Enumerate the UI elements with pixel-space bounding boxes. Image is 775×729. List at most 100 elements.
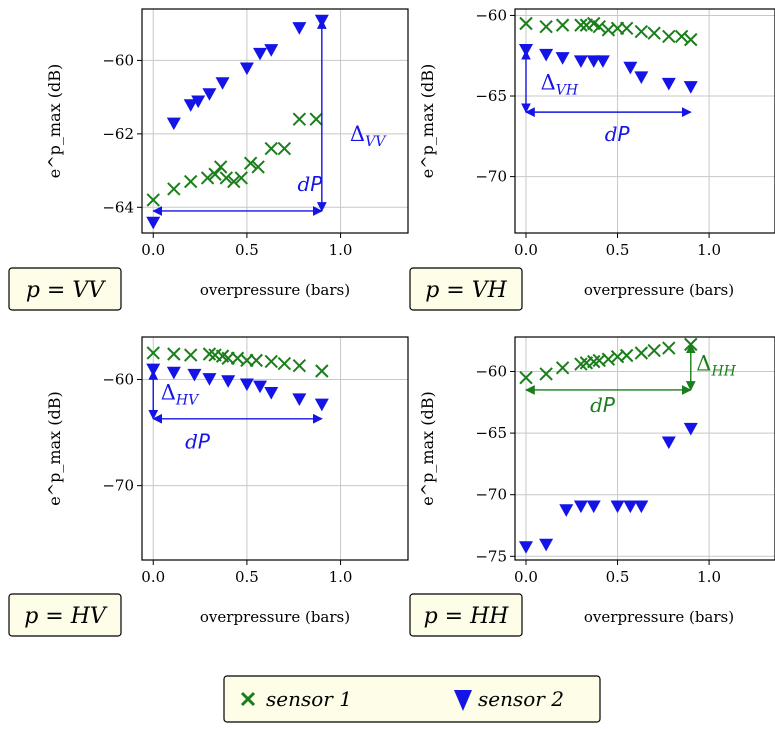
sensor2-point bbox=[623, 61, 638, 75]
sensor2-point bbox=[539, 538, 554, 552]
sensor1-point bbox=[243, 156, 258, 170]
x-tick-label: 1.0 bbox=[697, 568, 721, 586]
x-tick-label: 1.0 bbox=[329, 568, 353, 586]
x-axis-label: overpressure (bars) bbox=[584, 608, 734, 626]
axes-frame bbox=[514, 8, 775, 234]
y-tick-label: −60 bbox=[102, 51, 134, 69]
x-tick-label: 0.5 bbox=[606, 241, 630, 259]
sensor2-point bbox=[634, 71, 649, 85]
sensor2-point bbox=[191, 95, 206, 109]
sensor1-point bbox=[227, 174, 241, 189]
x-tick-label: 1.0 bbox=[697, 241, 721, 259]
data-layer bbox=[518, 16, 698, 94]
dp-label: dP bbox=[590, 393, 616, 417]
sensor2-point bbox=[166, 366, 181, 380]
sensor2-point bbox=[202, 88, 217, 101]
sensor1-point bbox=[309, 112, 323, 126]
x-axis-label: overpressure (bars) bbox=[584, 281, 734, 299]
legend-box bbox=[223, 675, 601, 723]
x-tick-label: 0.0 bbox=[141, 568, 165, 586]
x-tick-label: 0.0 bbox=[514, 568, 538, 586]
dp-label: dP bbox=[185, 430, 211, 454]
sensor2-point bbox=[559, 504, 574, 517]
y-tick-label: −64 bbox=[102, 198, 134, 216]
legend-marker-sensor2 bbox=[454, 690, 472, 711]
sensor1-point bbox=[208, 167, 222, 181]
sensor2-point bbox=[239, 62, 254, 76]
sensor1-point bbox=[574, 18, 588, 32]
legend-label-sensor2: sensor 2 bbox=[478, 687, 564, 711]
y-tick-label: −70 bbox=[475, 168, 507, 186]
x-tick-label: 0.0 bbox=[514, 241, 538, 259]
sensor2-point bbox=[146, 216, 161, 230]
delta-label: ΔHV bbox=[161, 381, 200, 409]
sensor2-point bbox=[683, 422, 698, 436]
delta-label: ΔVV bbox=[350, 122, 387, 150]
y-tick-label: −60 bbox=[102, 370, 134, 388]
sensor1-point bbox=[264, 141, 278, 156]
sensor2-point bbox=[292, 393, 307, 406]
polarization-label: p = VV bbox=[26, 278, 106, 303]
sensor2-point bbox=[166, 117, 181, 131]
data-layer bbox=[146, 346, 329, 412]
sensor1-point bbox=[234, 171, 248, 185]
sensor1-point bbox=[647, 26, 661, 40]
sensor2-point bbox=[239, 378, 254, 392]
sensor2-point bbox=[610, 500, 625, 514]
sensor1-point bbox=[292, 112, 307, 126]
x-tick-label: 0.0 bbox=[141, 241, 165, 259]
dp-label: dP bbox=[605, 122, 631, 146]
x-axis-label: overpressure (bars) bbox=[200, 608, 350, 626]
sensor2-point bbox=[264, 44, 279, 57]
sensor1-point bbox=[539, 367, 553, 381]
sensor2-point bbox=[634, 500, 649, 514]
sensor1-point bbox=[315, 364, 329, 378]
y-axis-label: e^p_max (dB) bbox=[45, 391, 64, 505]
y-axis-label: e^p_max (dB) bbox=[418, 64, 437, 178]
axes-frame bbox=[141, 8, 409, 234]
polarization-box bbox=[409, 267, 523, 311]
x-tick-label: 0.5 bbox=[606, 568, 630, 586]
sensor1-point bbox=[619, 348, 634, 363]
chart-panel-1: 0.0 0.5 1.0 −64 −62 −60 overpressure (bars) e^p… bbox=[8, 8, 409, 311]
sensor2-point bbox=[518, 541, 533, 554]
legend-label-sensor1: sensor 1 bbox=[266, 687, 352, 711]
panels-layer: 0.0 0.5 1.0 −64 −62 −60 overpressure (bars) e^p… bbox=[8, 6, 775, 637]
sensor2-point bbox=[586, 500, 601, 514]
sensor1-point bbox=[634, 24, 649, 39]
sensor1-point bbox=[292, 358, 307, 373]
sensor2-point bbox=[586, 55, 601, 68]
y-tick-label: −70 bbox=[102, 477, 134, 495]
polarization-label: p = VH bbox=[425, 278, 507, 303]
sensor1-point bbox=[684, 32, 698, 47]
sensor1-point bbox=[592, 20, 606, 34]
x-tick-label: 1.0 bbox=[329, 241, 353, 259]
sensor2-point bbox=[683, 81, 698, 94]
chart-panel-2: 0.0 0.5 1.0 −70 −65 −60 overpressure (bars) e^p… bbox=[409, 6, 775, 311]
sensor1-point bbox=[200, 171, 215, 185]
sensor2-point bbox=[573, 55, 588, 68]
sensor1-point bbox=[183, 174, 198, 189]
sensor2-point bbox=[292, 22, 307, 35]
sensor2-point bbox=[573, 500, 588, 514]
delta-label: ΔHH bbox=[696, 351, 736, 379]
sensor1-point bbox=[167, 182, 181, 196]
polarization-label: p = HV bbox=[24, 604, 108, 629]
sensor1-point bbox=[183, 348, 198, 362]
y-axis-label: e^p_max (dB) bbox=[418, 391, 437, 505]
dp-label: dP bbox=[297, 172, 323, 196]
sensor2-point bbox=[314, 398, 329, 412]
sensor2-point bbox=[623, 500, 638, 514]
sensor1-point bbox=[519, 370, 533, 385]
axes-frame bbox=[141, 336, 409, 561]
sensor1-point bbox=[277, 141, 292, 156]
polarization-box bbox=[8, 267, 122, 311]
sensor2-point bbox=[221, 375, 236, 388]
sensor1-point bbox=[146, 346, 160, 360]
sensor1-point bbox=[146, 193, 160, 207]
sensor2-point bbox=[539, 48, 554, 62]
sensor2-point bbox=[187, 368, 202, 382]
sensor1-point bbox=[662, 29, 676, 44]
sensor2-point bbox=[183, 99, 198, 112]
